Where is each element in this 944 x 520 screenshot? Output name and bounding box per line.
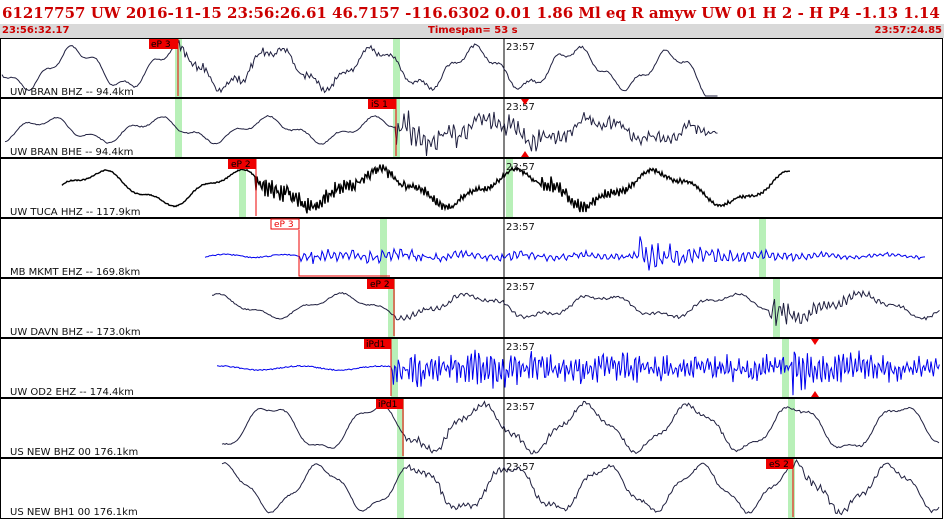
waveform-trace[interactable] xyxy=(4,110,718,157)
pick-window xyxy=(239,159,246,217)
pick-outline[interactable] xyxy=(298,230,390,277)
panel-frame xyxy=(0,38,943,98)
pick-window xyxy=(175,99,182,157)
amplitude-marker-bottom xyxy=(521,151,529,157)
waveform-trace[interactable] xyxy=(1,40,718,97)
panel-frame xyxy=(0,218,943,278)
panel-frame xyxy=(0,458,943,519)
waveform-trace[interactable] xyxy=(211,289,940,326)
amplitude-marker-top xyxy=(811,339,819,345)
minute-label: 23:57 xyxy=(506,462,535,473)
amplitude-marker-top xyxy=(521,99,529,105)
channel-label: UW DAVN BHZ -- 173.0km xyxy=(10,327,141,338)
event-header: 61217757 UW 2016-11-15 23:56:26.61 46.71… xyxy=(2,4,940,22)
pick-label: eS 2 xyxy=(769,460,789,470)
waveform-trace[interactable] xyxy=(221,400,940,455)
pick-window xyxy=(393,39,400,97)
channel-label: US NEW BHZ 00 176.1km xyxy=(10,447,138,458)
pick-flag[interactable] xyxy=(270,218,300,230)
waveform-panels[interactable]: 23:57 eP 3 UW BRAN BHZ -- 94.4km 23:57 i… xyxy=(0,38,944,520)
pick-window xyxy=(380,219,387,277)
channel-label: UW BRAN BHE -- 94.4km xyxy=(10,147,133,158)
waveform-trace[interactable] xyxy=(216,349,940,396)
pick-flag[interactable] xyxy=(367,279,394,289)
panel-new-bhz[interactable]: 23:57 iPd1 US NEW BHZ 00 176.1km xyxy=(0,398,943,459)
waveform-trace[interactable] xyxy=(204,236,926,271)
panel-davn-bhz[interactable]: 23:57 eP 2 UW DAVN BHZ -- 173.0km xyxy=(0,278,943,339)
panel-bran-bhz[interactable]: 23:57 eP 3 UW BRAN BHZ -- 94.4km xyxy=(0,38,943,99)
minute-label: 23:57 xyxy=(506,342,535,353)
pick-label: iS 1 xyxy=(371,100,388,110)
pick-flag[interactable] xyxy=(149,39,178,49)
panel-tuca-hhz[interactable]: 23:57 eP 2 UW TUCA HHZ -- 117.9km xyxy=(0,158,943,219)
minute-label: 23:57 xyxy=(506,42,535,53)
pick-flag[interactable] xyxy=(376,399,403,409)
pick-flag[interactable] xyxy=(228,159,256,169)
start-time: 23:56:32.17 xyxy=(2,25,70,36)
minute-label: 23:57 xyxy=(506,402,535,413)
pick-window xyxy=(788,459,795,518)
timespan-label: Timespan= 53 s xyxy=(428,25,518,36)
channel-label: UW OD2 EHZ -- 174.4km xyxy=(10,387,134,398)
pick-label: eP 3 xyxy=(274,220,294,230)
pick-label: iPd1 xyxy=(378,400,397,410)
pick-label: eP 2 xyxy=(370,280,390,290)
channel-label: US NEW BH1 00 176.1km xyxy=(10,507,138,518)
pick-flag[interactable] xyxy=(368,99,396,109)
pick-window xyxy=(397,459,404,518)
pick-window xyxy=(788,399,795,457)
panel-mkmt-ehz[interactable]: 23:57 eP 3 MB MKMT EHZ -- 169.8km xyxy=(0,218,943,279)
pick-window xyxy=(506,159,513,217)
minute-label: 23:57 xyxy=(506,222,535,233)
minute-label: 23:57 xyxy=(506,162,535,173)
panel-bran-bhe[interactable]: 23:57 iS 1 UW BRAN BHE -- 94.4km xyxy=(0,98,943,159)
panel-frame xyxy=(0,158,943,218)
channel-label: MB MKMT EHZ -- 169.8km xyxy=(10,267,140,278)
waveform-trace[interactable] xyxy=(61,164,790,214)
pick-label: eP 2 xyxy=(231,160,251,170)
minute-label: 23:57 xyxy=(506,282,535,293)
pick-window xyxy=(388,279,395,337)
pick-flag[interactable] xyxy=(766,459,793,469)
channel-label: UW BRAN BHZ -- 94.4km xyxy=(10,87,134,98)
pick-window xyxy=(759,219,766,277)
pick-window xyxy=(773,279,780,337)
channel-label: UW TUCA HHZ -- 117.9km xyxy=(10,207,140,218)
panel-frame xyxy=(0,398,943,458)
amplitude-marker-bottom xyxy=(811,391,819,397)
pick-flag[interactable] xyxy=(364,339,391,349)
pick-label: eP 3 xyxy=(151,40,171,50)
waveform-trace[interactable] xyxy=(221,458,940,516)
minute-label: 23:57 xyxy=(506,102,535,113)
pick-label: iPd1 xyxy=(366,340,385,350)
panel-frame xyxy=(0,278,943,338)
time-bar: 23:56:32.17 Timespan= 53 s 23:57:24.85 xyxy=(0,24,944,38)
panel-new-bh1[interactable]: 23:57 eS 2 US NEW BH1 00 176.1km xyxy=(0,458,943,519)
panel-od2-ehz[interactable]: 23:57 iPd1 UW OD2 EHZ -- 174.4km xyxy=(0,338,943,399)
end-time: 23:57:24.85 xyxy=(874,25,942,36)
pick-window xyxy=(397,399,404,457)
